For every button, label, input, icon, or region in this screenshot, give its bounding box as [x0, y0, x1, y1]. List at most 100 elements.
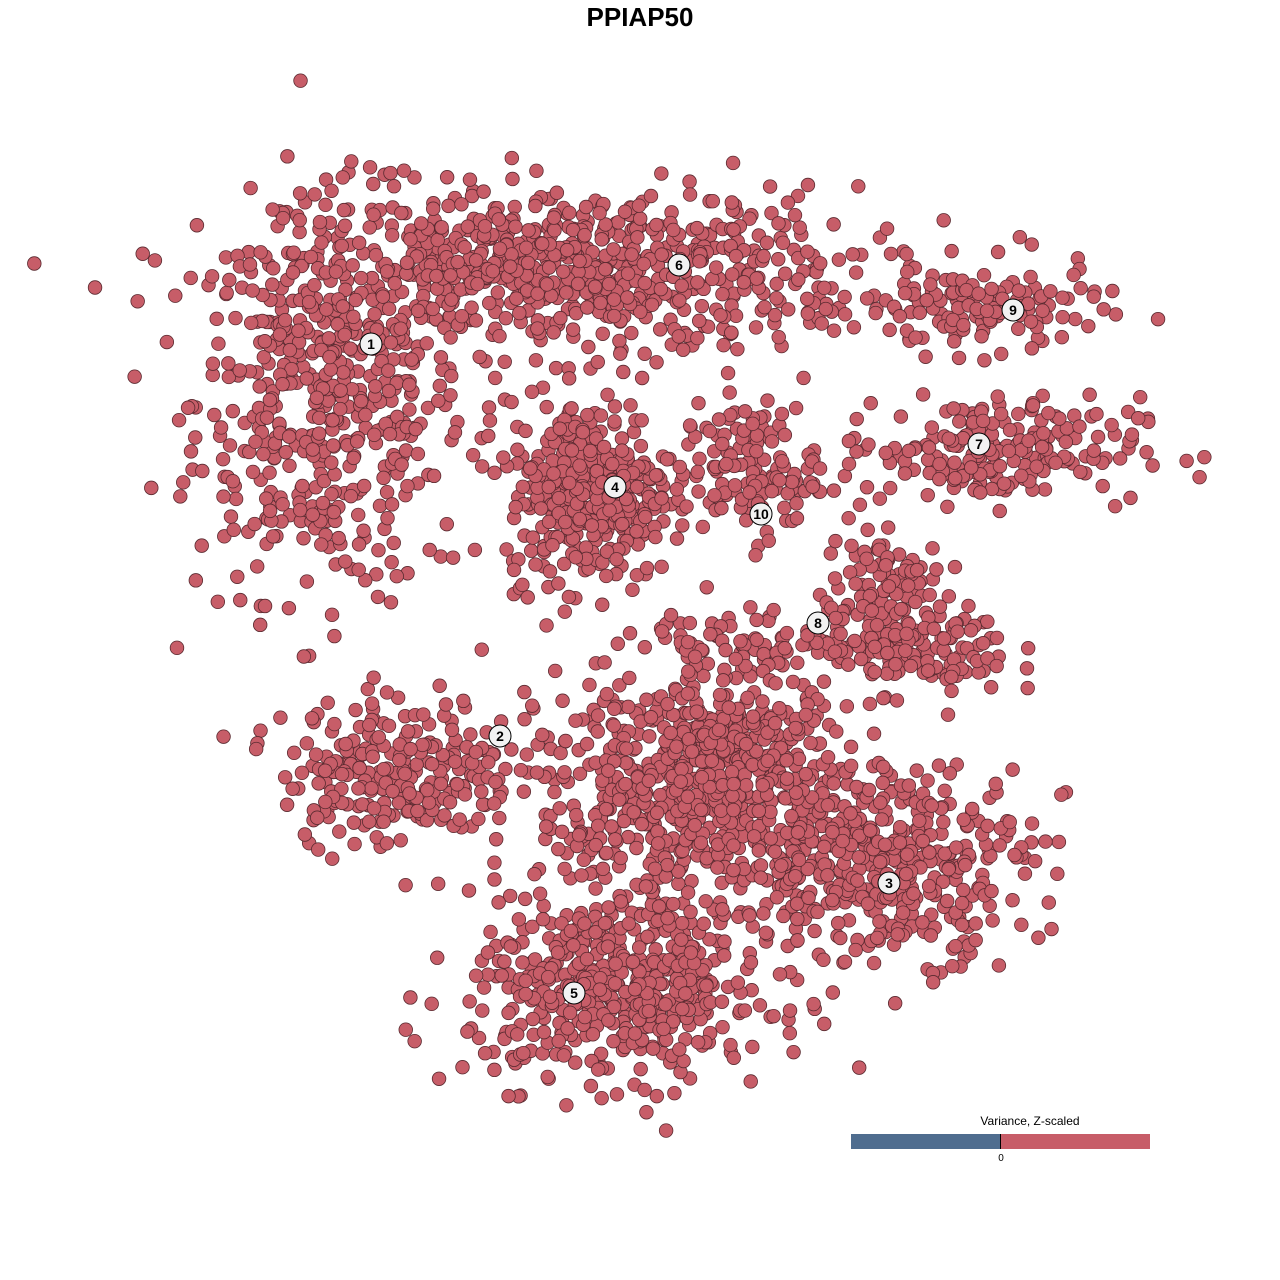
point: [608, 956, 623, 972]
point: [844, 538, 859, 553]
point: [243, 180, 258, 196]
point: [947, 559, 963, 575]
point: [816, 952, 831, 968]
point: [973, 485, 988, 500]
point: [318, 794, 333, 810]
point: [262, 465, 277, 480]
point: [416, 707, 431, 722]
point: [443, 388, 458, 403]
point: [609, 552, 624, 567]
point: [525, 1011, 541, 1027]
point: [444, 368, 459, 384]
point: [762, 179, 778, 194]
point: [222, 272, 237, 288]
point: [468, 744, 484, 760]
point: [616, 364, 631, 380]
point: [843, 806, 858, 821]
point: [1192, 469, 1207, 485]
point: [470, 276, 485, 292]
point: [345, 258, 360, 273]
point: [728, 248, 744, 264]
point: [376, 470, 391, 486]
point: [695, 519, 711, 535]
point: [296, 649, 312, 664]
point: [570, 276, 586, 292]
point: [1145, 458, 1160, 473]
point: [183, 444, 199, 459]
point: [364, 781, 379, 796]
point: [673, 774, 688, 789]
point: [607, 701, 622, 716]
point: [375, 289, 391, 304]
point: [837, 468, 853, 484]
point: [547, 663, 563, 679]
point: [400, 478, 415, 494]
point: [253, 723, 268, 738]
cluster-label-8: 8: [806, 611, 830, 635]
point: [542, 989, 558, 1004]
point: [515, 577, 530, 593]
point: [849, 411, 864, 427]
point: [228, 491, 244, 507]
point: [135, 246, 150, 261]
point: [407, 1033, 422, 1049]
point: [812, 461, 828, 476]
point: [612, 792, 627, 807]
point: [920, 487, 935, 503]
point: [726, 838, 741, 853]
point: [775, 235, 791, 251]
point: [876, 690, 891, 706]
point: [468, 253, 484, 268]
point: [895, 905, 911, 920]
point: [873, 795, 888, 810]
point: [565, 322, 581, 337]
point: [523, 461, 538, 476]
point: [648, 529, 663, 545]
point: [326, 438, 341, 453]
point: [841, 433, 857, 449]
point: [444, 292, 459, 307]
point: [644, 297, 660, 313]
point: [850, 873, 865, 888]
point: [368, 379, 383, 394]
point: [577, 1009, 593, 1025]
point: [279, 797, 295, 812]
point: [1130, 411, 1146, 426]
point: [633, 304, 648, 320]
point: [622, 670, 637, 686]
point: [536, 898, 551, 914]
point: [743, 1074, 758, 1089]
point: [578, 199, 594, 215]
point: [790, 825, 806, 840]
point: [639, 692, 654, 707]
point: [777, 641, 792, 656]
point: [424, 996, 439, 1012]
point: [462, 172, 478, 187]
point: [841, 657, 856, 672]
point: [559, 1098, 574, 1113]
point: [248, 434, 263, 450]
point: [727, 478, 743, 493]
point: [568, 713, 583, 728]
point: [702, 423, 717, 439]
point: [843, 739, 859, 755]
point: [386, 535, 401, 551]
point: [575, 424, 591, 440]
point: [922, 587, 937, 603]
point: [955, 882, 971, 898]
point: [353, 270, 369, 286]
point: [474, 459, 490, 474]
point: [366, 176, 381, 192]
point: [426, 468, 442, 484]
point: [282, 342, 298, 358]
point: [925, 541, 940, 556]
point: [694, 770, 710, 785]
point: [362, 220, 377, 235]
point: [648, 468, 664, 483]
point: [1029, 459, 1044, 474]
legend-colorbar: [851, 1134, 1150, 1149]
point: [674, 762, 689, 777]
point: [1108, 307, 1124, 322]
point: [971, 286, 986, 301]
point: [384, 555, 399, 570]
